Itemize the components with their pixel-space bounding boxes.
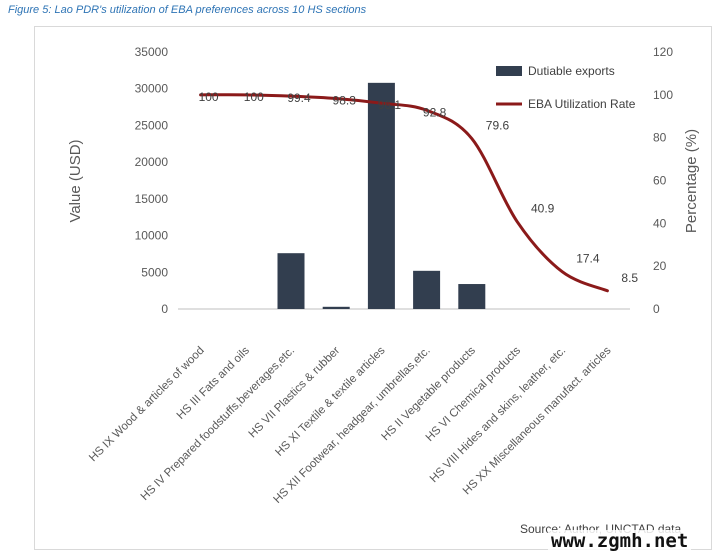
line-data-label: 98.3 [333,93,357,107]
line-data-label: 17.4 [576,252,600,266]
y2-tick-label: 120 [653,45,673,59]
y-axis-title: Value (USD) [67,139,84,222]
y2-tick-label: 60 [653,174,667,188]
y-tick-label: 20000 [135,155,169,169]
line-data-label: 79.6 [486,119,510,133]
y2-tick-label: 80 [653,131,667,145]
legend-swatch-bar [496,66,522,76]
utilization-line [199,93,609,293]
y2-tick-label: 40 [653,216,667,230]
x-category-label: HS VI Chemical products [424,344,524,444]
legend-label-bar: Dutiable exports [528,64,615,78]
line-data-label: 100 [199,90,219,104]
y-tick-label: 25000 [135,118,169,132]
line-data-label: 40.9 [531,201,555,215]
y2-tick-label: 100 [653,88,673,102]
y-tick-label: 0 [161,302,168,316]
figure-title: Figure 5: Lao PDR's utilization of EBA p… [8,4,367,16]
y-tick-label: 30000 [135,82,169,96]
line-data-label: 100 [244,90,264,104]
y-tick-label: 35000 [135,45,169,59]
x-category-label: HS II Vegetable products [379,344,478,443]
bar [458,284,486,309]
bar [322,306,350,309]
bar [367,82,395,309]
y-tick-label: 15000 [135,192,169,206]
x-category-label: HS XII Footwear, headgear, umbrellas,etc… [271,345,432,506]
legend-label-line: EBA Utilization Rate [528,97,636,111]
chart-frame [34,26,712,550]
line-data-label: 8.5 [621,271,638,285]
x-category-label: HS IV Prepared foodstuffs,beverages,etc. [139,345,297,503]
bar [413,270,441,309]
y2-tick-label: 0 [653,302,660,316]
line-data-label: 92.8 [423,105,447,119]
y-tick-label: 5000 [141,265,168,279]
y-tick-label: 10000 [135,229,169,243]
y2-tick-label: 20 [653,259,667,273]
line-data-label: 96.1 [378,98,402,112]
y2-axis-title: Percentage (%) [683,129,700,233]
watermark: www.zgmh.net [548,530,692,552]
line-data-label: 99.4 [287,91,311,105]
x-category-label: HS VII Plastics & rubber [247,345,343,441]
bar [277,253,305,309]
